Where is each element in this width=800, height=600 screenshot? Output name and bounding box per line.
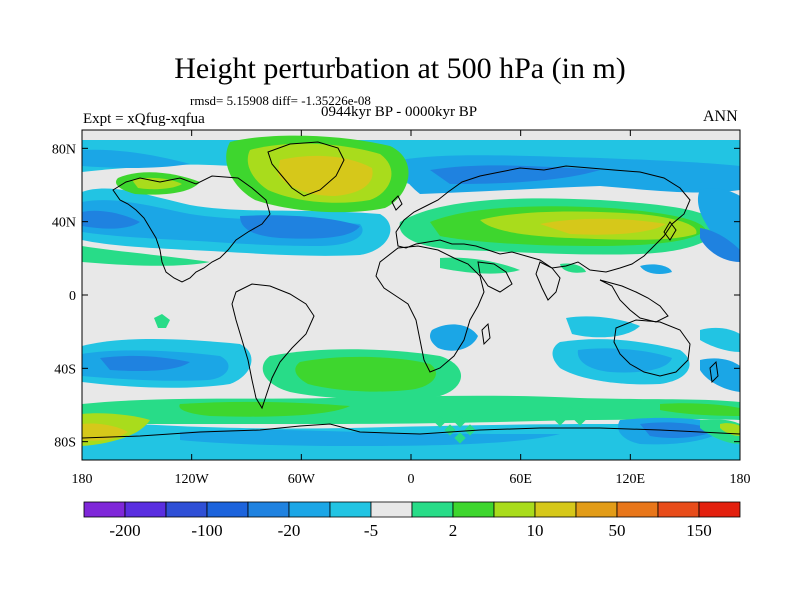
colorbar-swatch	[329, 501, 372, 518]
colorbar-swatch	[534, 501, 577, 518]
coast-north-america	[112, 175, 271, 283]
colorbar-label: -20	[278, 521, 301, 540]
coast-india	[535, 261, 561, 301]
lon-tick-label: 0	[408, 472, 415, 487]
coast-british-isles	[391, 195, 403, 211]
colorbar-swatch	[206, 501, 249, 518]
map-plot-area	[82, 130, 740, 460]
coast-africa	[375, 245, 485, 373]
lat-tick-label: 0	[69, 289, 76, 304]
colorbar-label: 50	[609, 521, 626, 540]
coast-australia	[613, 319, 691, 377]
colorbar-swatch	[288, 501, 331, 518]
period-label: 0944kyr BP - 0000kyr BP	[321, 104, 478, 120]
coast-arabia	[477, 261, 513, 293]
colorbar-label: -200	[109, 521, 140, 540]
colorbar-swatch	[493, 501, 536, 518]
colorbar-swatch	[411, 501, 454, 518]
colorbar-swatch	[698, 501, 741, 518]
lat-tick-label: 40N	[52, 216, 76, 231]
season-label: ANN	[703, 108, 738, 125]
lon-tick-label: 60E	[509, 472, 532, 487]
colorbar-label: 10	[527, 521, 544, 540]
lon-tick-label: 180	[730, 472, 751, 487]
coast-south-america	[231, 283, 315, 410]
field-contours-north	[82, 135, 740, 274]
colorbar-label: 2	[449, 521, 458, 540]
colorbar-swatch	[165, 501, 208, 518]
coast-southeast-asia	[599, 279, 669, 323]
coastlines	[82, 141, 740, 439]
colorbar	[83, 501, 741, 518]
field-contours-tropics	[154, 314, 740, 352]
latitude-axis: 80N 40N 0 40S 80S	[52, 142, 740, 451]
coast-eurasia	[395, 165, 691, 273]
colorbar-swatch	[452, 501, 495, 518]
colorbar-swatch	[616, 501, 659, 518]
colorbar-swatch	[124, 501, 167, 518]
colorbar-swatch	[657, 501, 700, 518]
lon-tick-label: 120E	[616, 472, 646, 487]
colorbar-swatch	[370, 501, 413, 518]
coast-japan	[663, 221, 677, 241]
coast-greenland	[267, 141, 345, 197]
lat-tick-label: 40S	[54, 362, 76, 377]
lat-tick-label: 80S	[54, 436, 76, 451]
lon-tick-label: 60W	[288, 472, 316, 487]
coast-madagascar	[481, 322, 491, 346]
colorbar-label: -5	[364, 521, 378, 540]
colorbar-labels: -200 -100 -20 -5 2 10 50 150	[109, 521, 711, 540]
longitude-axis: 180 120W 60W 0 60E 120E 180	[72, 130, 751, 487]
experiment-label: Expt = xQfug-xqfua	[83, 111, 205, 127]
coast-new-zealand	[709, 360, 719, 384]
map-title: Height perturbation at 500 hPa (in m)	[174, 52, 626, 85]
colorbar-swatch	[575, 501, 618, 518]
coast-antarctica	[82, 423, 740, 439]
lat-tick-label: 80N	[52, 142, 76, 157]
colorbar-swatch	[247, 501, 290, 518]
stats-label: rmsd= 5.15908 diff= -1.35226e-08	[190, 93, 371, 108]
colorbar-label: 150	[686, 521, 712, 540]
colorbar-swatch	[83, 501, 126, 518]
colorbar-label: -100	[191, 521, 222, 540]
field-contours-south	[82, 339, 740, 460]
lon-tick-label: 180	[72, 472, 93, 487]
lon-tick-label: 120W	[175, 472, 210, 487]
